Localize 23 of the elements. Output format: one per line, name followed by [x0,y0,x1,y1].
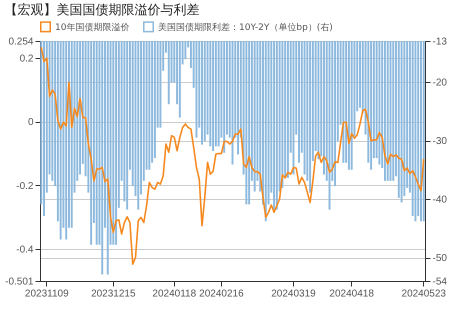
chart-title: 【宏观】美国国债期限溢价与利差 [4,2,200,18]
y2-tick-label: -30 [432,136,448,148]
y2-tick-label: -40 [432,194,448,206]
y-tick-label: -0.2 [16,180,34,192]
y-tick-label: 0.2 [20,54,34,65]
y-tick-label: 0.254 [8,36,34,48]
legend-label: 10年国债期限溢价 [55,22,130,33]
y2-tick-label: -50 [432,253,448,264]
x-tick-label: 20240118 [152,288,197,300]
line-series [40,46,425,265]
y2-tick-label: -54 [432,276,448,288]
legend-label: 美国国债期限利差：10Y-2Y（单位bp）(右) [158,22,333,33]
y-tick-label: -0.501 [5,276,34,288]
x-tick-label: 20240418 [329,288,374,300]
y2-tick-label: -13 [432,36,448,48]
x-tick-label: 20231109 [24,288,70,300]
y-tick-label: -0.4 [16,244,34,256]
y2-tick-label: -20 [432,77,448,88]
x-tick-label: 20240523 [402,288,446,300]
x-tick-label: 20231215 [91,288,136,300]
y-tick-label: 0 [28,117,34,128]
x-tick-label: 20240216 [199,288,244,300]
x-tick-label: 20240319 [271,288,316,300]
